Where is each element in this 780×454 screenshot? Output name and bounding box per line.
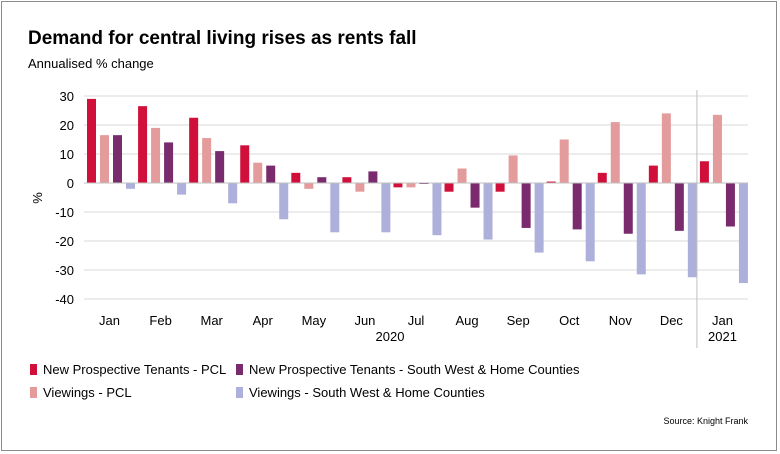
y-tick-label: -40 [55,292,74,307]
y-tick-label: 20 [60,118,74,133]
bar [572,183,582,230]
bar [304,183,314,189]
bar [432,183,442,236]
legend-label-npt-pcl: New Prospective Tenants - PCL [43,362,227,377]
bar [636,183,646,275]
legend-swatch-npt-pcl [30,364,37,375]
x-tick-label: May [302,313,327,328]
year-label-2021: 2021 [708,329,737,344]
x-tick-label: Jul [408,313,425,328]
legend-swatch-npt-sw [236,364,243,375]
bar [151,127,161,183]
x-tick-label: Jun [354,313,375,328]
legend-swatch-viewings-sw [236,387,243,398]
bar [725,183,735,227]
bar [279,183,289,220]
x-tick-label: Apr [253,313,274,328]
bar [381,183,391,233]
legend-swatch-viewings-pcl [30,387,37,398]
bar [521,183,531,228]
y-tick-label: 30 [60,89,74,104]
legend-label-viewings-pcl: Viewings - PCL [43,385,132,400]
bar [138,106,148,183]
chart-subtitle: Annualised % change [28,56,154,71]
y-tick-label: -20 [55,234,74,249]
bar [470,183,480,208]
bar [100,135,109,183]
y-tick-label: 10 [60,147,74,162]
bar [164,142,174,183]
bar [355,183,365,192]
legend-item-npt-sw: New Prospective Tenants - South West & H… [236,362,579,377]
x-tick-label: Oct [559,313,580,328]
bar [559,139,569,183]
legend-label-viewings-sw: Viewings - South West & Home Counties [249,385,485,400]
bar [534,183,544,253]
x-tick-label: Mar [200,313,223,328]
bar [317,177,327,183]
y-tick-label: 0 [67,176,74,191]
bar [406,183,416,188]
x-tick-label: Jan [99,313,120,328]
bar [674,183,684,231]
bar [87,98,96,183]
y-tick-label: -30 [55,263,74,278]
bar [113,135,122,183]
bar [177,183,187,195]
bar [699,161,709,183]
bar [687,183,697,278]
bar [457,168,467,183]
bar [393,183,403,188]
bar [266,165,276,183]
legend-item-viewings-pcl: Viewings - PCL [30,385,132,400]
bar [189,117,199,183]
legend-item-viewings-sw: Viewings - South West & Home Counties [236,385,485,400]
chart-title: Demand for central living rises as rents… [28,28,417,49]
bar [610,122,620,183]
bar [623,183,633,234]
bar [202,138,212,183]
x-tick-label: Nov [609,313,633,328]
x-tick-label: Sep [507,313,530,328]
x-tick-label: Feb [149,313,171,328]
bar [342,177,352,183]
bar [648,165,658,183]
bar [215,151,225,183]
bar [483,183,493,240]
bar [738,183,748,284]
bar [546,181,556,183]
bar [368,171,378,183]
bar [126,183,135,189]
bar [240,145,250,183]
bar [712,114,722,183]
legend-item-npt-pcl: New Prospective Tenants - PCL [30,362,226,377]
source-note: Source: Knight Frank [663,416,748,426]
y-axis-label: % [30,192,45,204]
bar [597,172,607,183]
bar [291,172,301,183]
x-tick-label: Dec [660,313,684,328]
x-tick-label: Aug [456,313,479,328]
x-tick-label: Jan [712,313,733,328]
y-tick-label: -10 [55,205,74,220]
bar [253,162,263,183]
bar [330,183,340,233]
bar [661,113,671,183]
year-label-2020: 2020 [376,329,405,344]
bar [495,183,505,192]
bar [228,183,238,204]
bar [585,183,595,262]
legend-label-npt-sw: New Prospective Tenants - South West & H… [249,362,580,377]
bar [508,155,518,183]
bar [444,183,454,192]
